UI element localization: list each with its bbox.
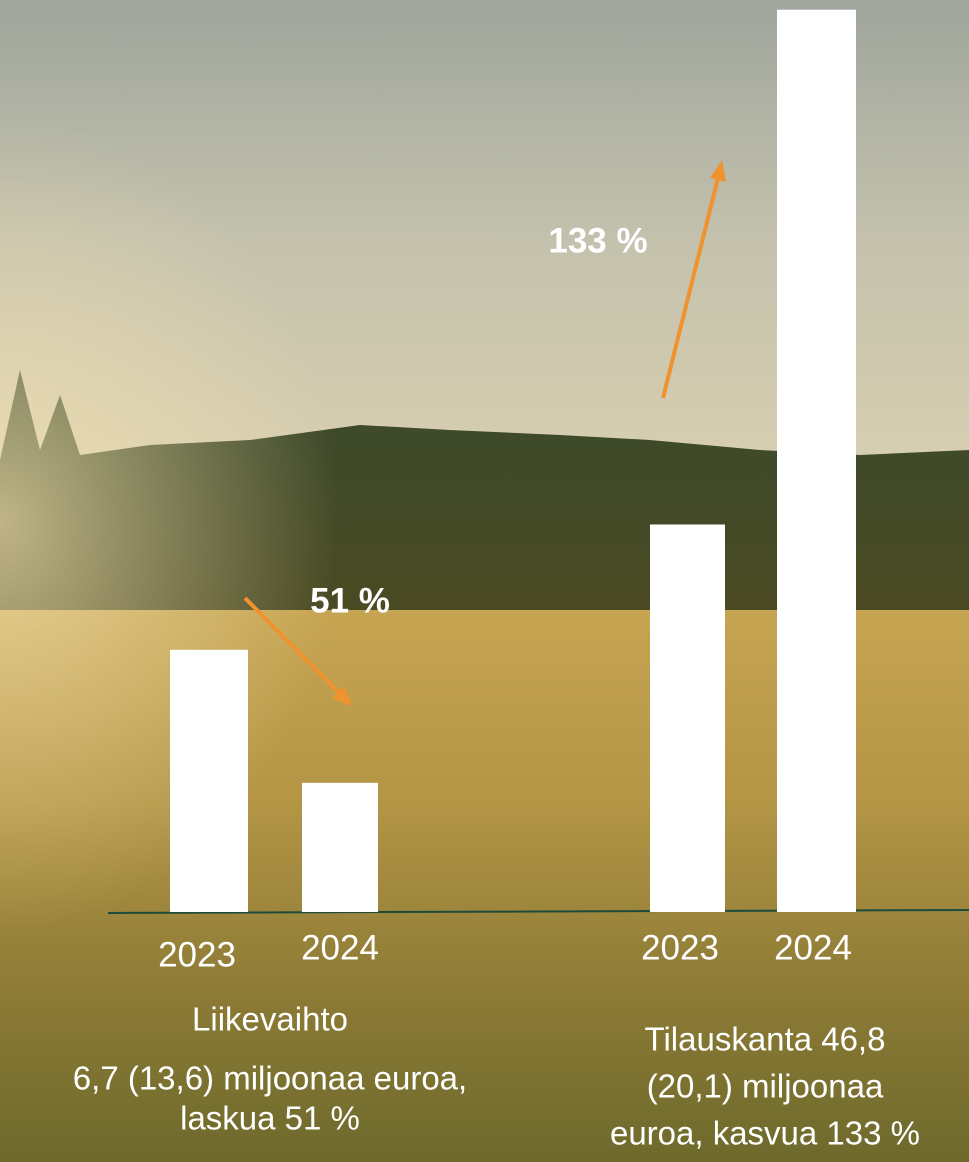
x-tick-label: 2023 — [158, 935, 236, 974]
caption: (20,1) miljoonaa — [647, 1068, 884, 1105]
bar — [302, 783, 378, 912]
caption: 6,7 (13,6) miljoonaa euroa, — [73, 1060, 467, 1097]
bar — [170, 650, 248, 912]
change-annotation: 51 % — [310, 581, 390, 620]
change-annotation: 133 % — [548, 221, 647, 260]
caption: Liikevaihto — [192, 1001, 348, 1038]
bar — [777, 10, 856, 912]
chart: 2023 2024 51 % Liikevaihto 6,7 (13,6) miljoo… — [0, 0, 969, 1162]
caption: laskua 51 % — [180, 1100, 360, 1137]
x-tick-label: 2024 — [774, 928, 852, 967]
page: {"chart_data": [ {"type": "bar", "catego… — [0, 0, 969, 1162]
caption: euroa, kasvua 133 % — [610, 1115, 920, 1152]
bar — [650, 524, 725, 912]
x-tick-label: 2023 — [641, 928, 719, 967]
caption: Tilauskanta 46,8 — [645, 1021, 886, 1058]
x-tick-label: 2024 — [301, 928, 379, 967]
